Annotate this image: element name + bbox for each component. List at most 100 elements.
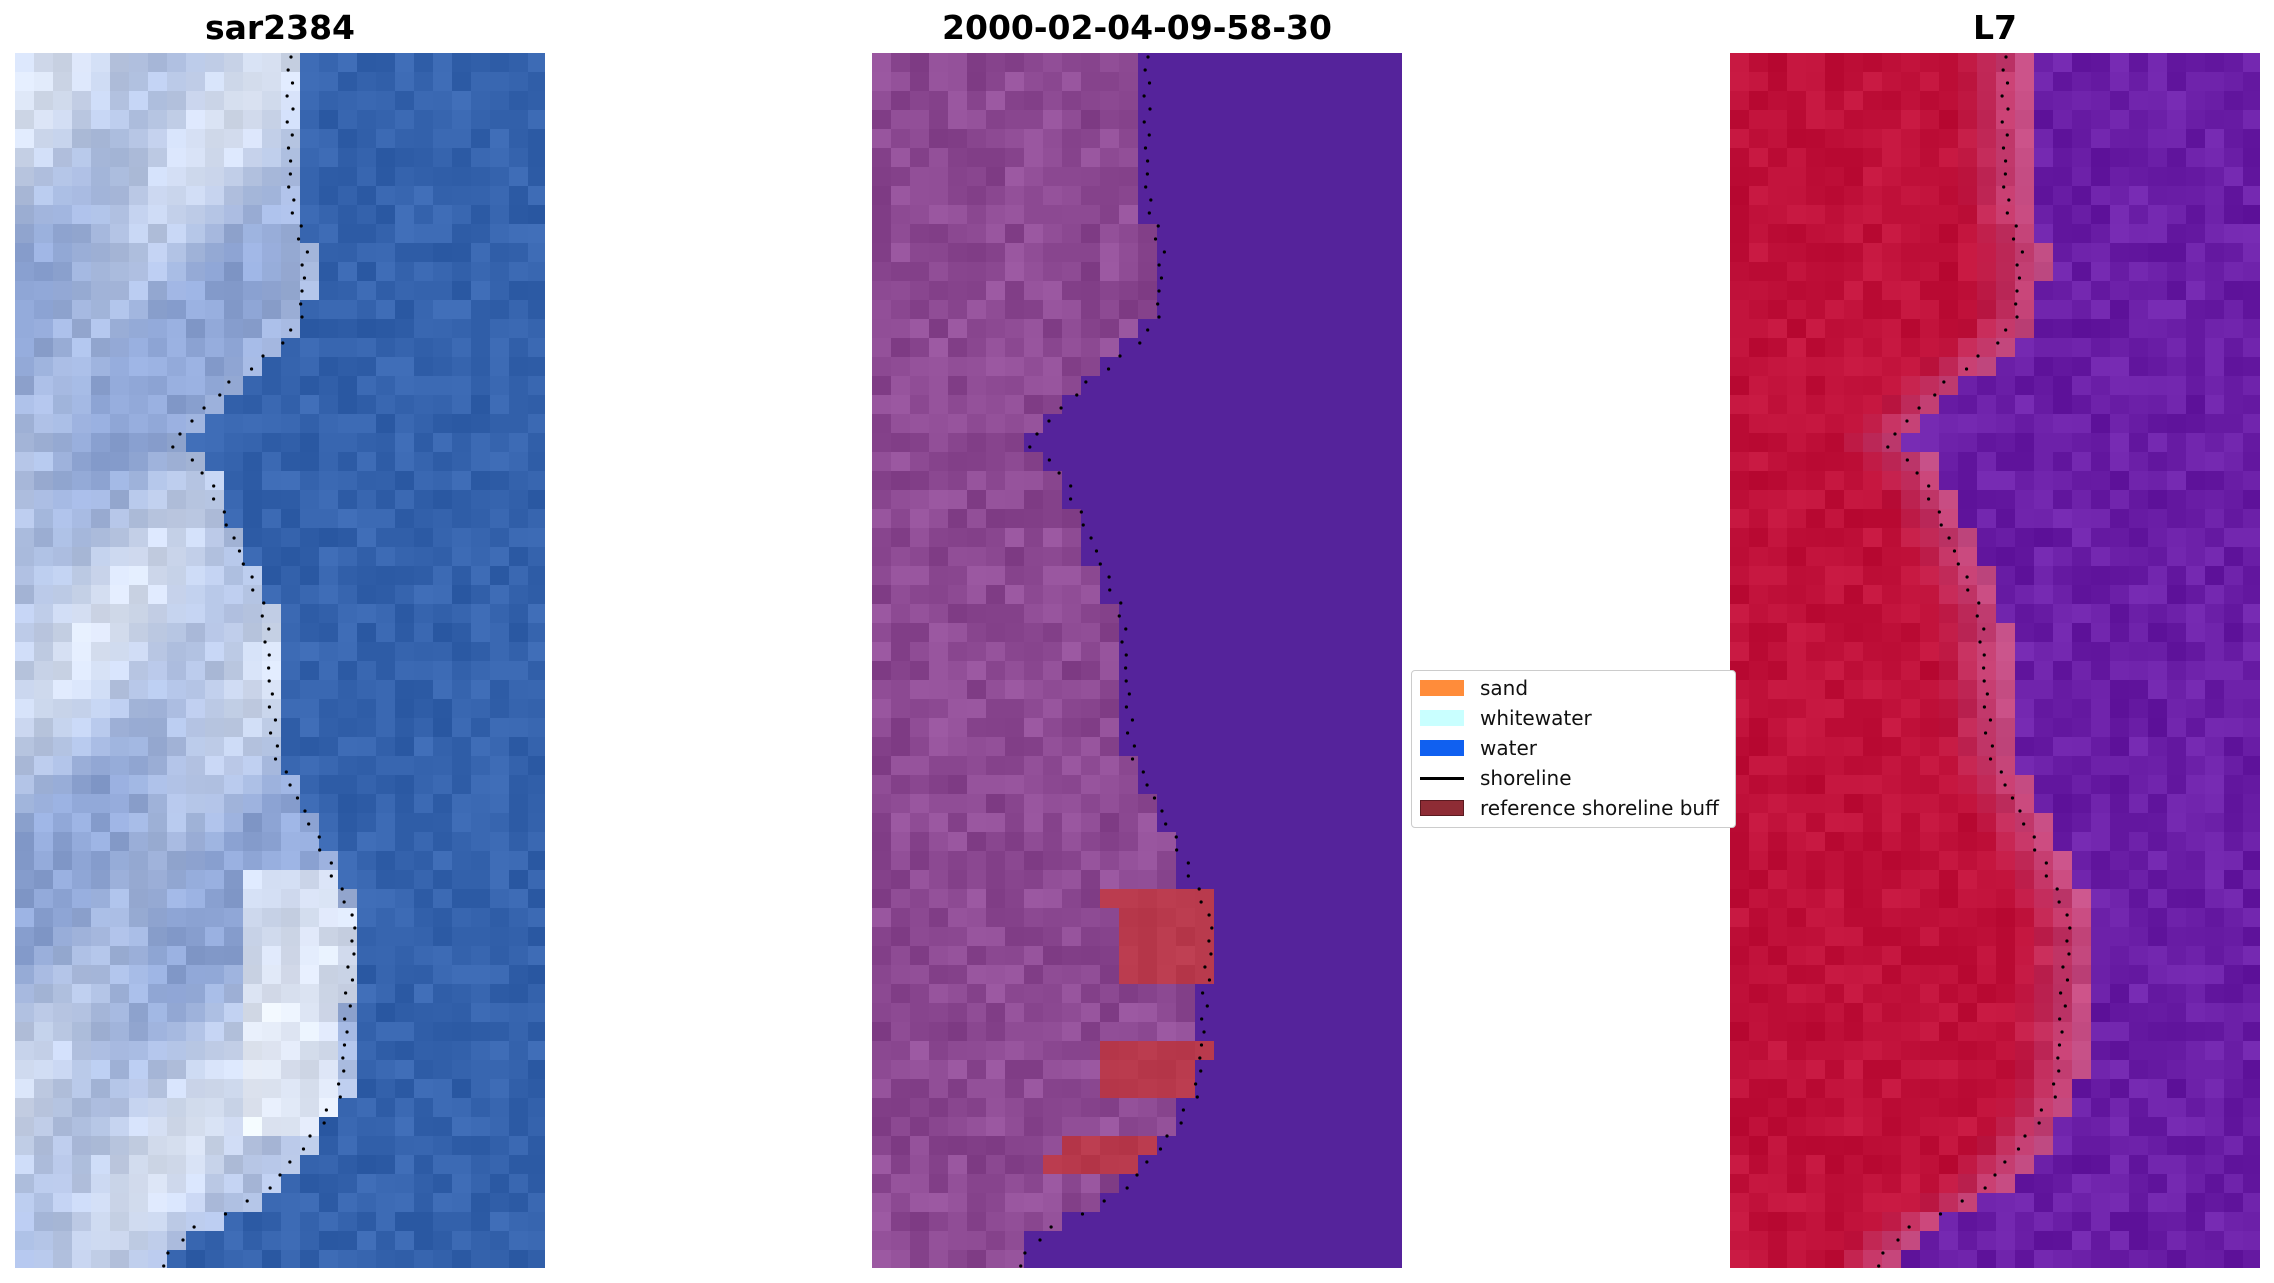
classified-pixel: [1081, 509, 1101, 529]
infrared-pixel: [2148, 262, 2168, 282]
rgb-pixel: [395, 699, 415, 719]
shoreline-point: [178, 432, 182, 436]
classified-pixel: [1271, 281, 1291, 301]
rgb-pixel: [34, 737, 54, 757]
classified-pixel: [1062, 813, 1082, 833]
rgb-pixel: [91, 642, 111, 662]
rgb-pixel: [509, 851, 529, 871]
classified-pixel: [1328, 889, 1348, 909]
infrared-pixel: [1901, 395, 1921, 415]
infrared-pixel: [2186, 357, 2206, 377]
infrared-pixel: [2034, 91, 2054, 111]
rgb-pixel: [414, 1136, 434, 1156]
infrared-pixel: [2243, 509, 2260, 529]
infrared-pixel: [1863, 224, 1883, 244]
infrared-pixel: [1863, 718, 1883, 738]
classified-pixel: [1043, 1250, 1063, 1268]
rgb-pixel: [148, 53, 168, 73]
rgb-pixel: [395, 1174, 415, 1194]
infrared-pixel: [2148, 813, 2168, 833]
classified-pixel: [929, 262, 949, 282]
classified-image: [872, 53, 1402, 1268]
rgb-pixel: [167, 547, 187, 567]
rgb-pixel: [433, 1003, 453, 1023]
infrared-pixel: [1730, 148, 1750, 168]
rgb-pixel: [186, 642, 206, 662]
rgb-pixel: [338, 433, 358, 453]
classified-pixel: [1271, 1136, 1291, 1156]
rgb-pixel: [224, 946, 244, 966]
rgb-pixel: [281, 965, 301, 985]
infrared-pixel: [1844, 661, 1864, 681]
classified-pixel: [986, 452, 1006, 472]
classified-pixel: [1043, 528, 1063, 548]
rgb-pixel: [34, 110, 54, 130]
shoreline-point: [317, 835, 321, 839]
shoreline-point: [1106, 367, 1111, 371]
rgb-pixel: [338, 338, 358, 358]
rgb-pixel: [300, 471, 320, 491]
classified-pixel: [1081, 433, 1101, 453]
classified-pixel: [948, 1212, 968, 1232]
rgb-pixel: [205, 623, 225, 643]
infrared-pixel: [1863, 604, 1883, 624]
rgb-pixel: [357, 262, 377, 282]
classified-pixel: [872, 281, 892, 301]
panel-title-infrared: L7: [1973, 8, 2017, 47]
rgb-pixel: [262, 91, 282, 111]
infrared-pixel: [1768, 91, 1788, 111]
infrared-pixel: [1863, 414, 1883, 434]
rgb-pixel: [205, 1117, 225, 1137]
rgb-pixel: [338, 851, 358, 871]
classified-pixel: [1195, 1079, 1215, 1099]
classified-pixel: [1385, 946, 1402, 966]
rgb-pixel: [376, 91, 396, 111]
rgb-pixel: [452, 680, 472, 700]
classified-pixel: [1005, 490, 1025, 510]
infrared-pixel: [1996, 699, 2016, 719]
classified-pixel: [967, 1022, 987, 1042]
infrared-pixel: [2148, 680, 2168, 700]
infrared-pixel: [1787, 471, 1807, 491]
rgb-pixel: [110, 699, 130, 719]
classified-pixel: [1366, 642, 1386, 662]
infrared-pixel: [2243, 623, 2260, 643]
infrared-pixel: [2243, 414, 2260, 434]
classified-pixel: [910, 566, 930, 586]
classified-pixel: [1366, 585, 1386, 605]
infrared-pixel: [2072, 756, 2092, 776]
classified-pixel: [1214, 566, 1234, 586]
classified-pixel: [1214, 414, 1234, 434]
rgb-pixel: [34, 1041, 54, 1061]
classified-pixel: [1309, 1098, 1329, 1118]
rgb-pixel: [72, 699, 92, 719]
infrared-pixel: [1939, 813, 1959, 833]
rgb-pixel: [357, 1060, 377, 1080]
classified-pixel: [1062, 547, 1082, 567]
rgb-pixel: [319, 1079, 339, 1099]
rgb-pixel: [395, 91, 415, 111]
infrared-pixel: [2072, 718, 2092, 738]
rgb-pixel: [72, 680, 92, 700]
rgb-pixel: [15, 1041, 35, 1061]
classified-pixel: [1176, 756, 1196, 776]
classified-pixel: [891, 1250, 911, 1268]
infrared-pixel: [2205, 319, 2225, 339]
rgb-pixel: [262, 1003, 282, 1023]
rgb-pixel: [167, 832, 187, 852]
rgb-pixel: [262, 794, 282, 814]
rgb-pixel: [129, 832, 149, 852]
classified-pixel: [1043, 53, 1063, 73]
classified-pixel: [1252, 1193, 1272, 1213]
infrared-pixel: [2205, 53, 2225, 73]
classified-pixel: [929, 1212, 949, 1232]
rgb-pixel: [262, 129, 282, 149]
panel-title-rgb: sar2384: [204, 8, 356, 47]
classified-pixel: [1157, 167, 1177, 187]
classified-pixel: [891, 376, 911, 396]
rgb-pixel: [148, 984, 168, 1004]
rgb-pixel: [338, 547, 358, 567]
classified-pixel: [1176, 832, 1196, 852]
rgb-pixel: [509, 452, 529, 472]
infrared-pixel: [1825, 547, 1845, 567]
